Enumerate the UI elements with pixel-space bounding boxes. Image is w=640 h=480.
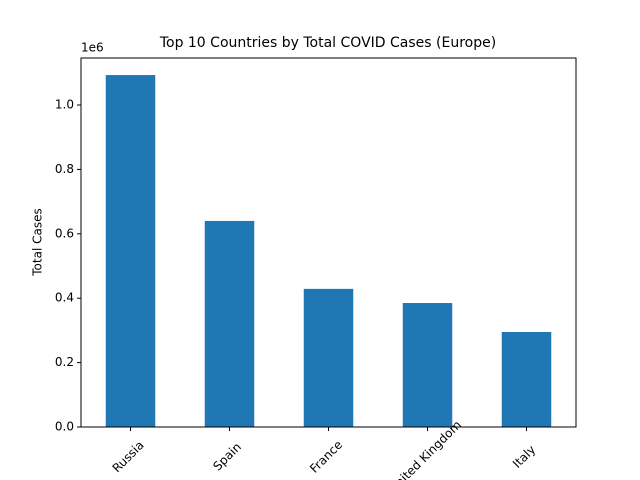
- y-axis-label: Total Cases: [31, 208, 45, 276]
- bar: [204, 220, 255, 427]
- y-tick-label: 1.0: [55, 98, 74, 112]
- y-tick-label: 0.0: [55, 420, 74, 434]
- chart-title: Top 10 Countries by Total COVID Cases (E…: [159, 35, 496, 51]
- y-tick-label: 0.4: [55, 291, 74, 305]
- plot-frame: [80, 57, 577, 428]
- bar: [303, 288, 354, 427]
- y-tick-label: 0.2: [55, 355, 74, 369]
- y-tick-label: 0.8: [55, 162, 74, 176]
- y-tick-label: 0.6: [55, 226, 74, 240]
- bar: [402, 303, 453, 427]
- bar: [105, 75, 156, 428]
- bar: [501, 332, 552, 427]
- y-offset-text: 1e6: [81, 41, 104, 55]
